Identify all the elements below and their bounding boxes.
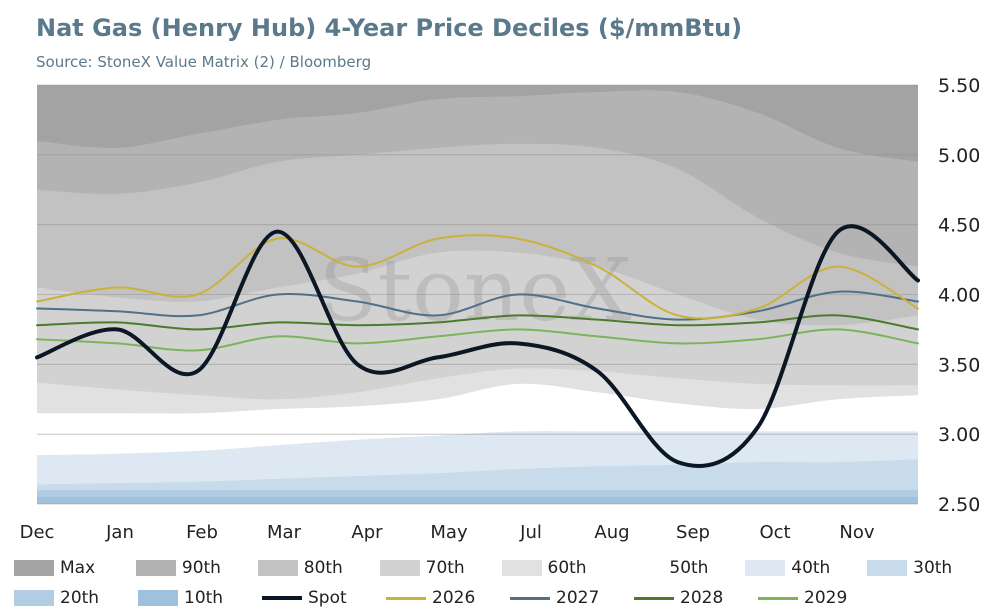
legend-color-swatch <box>501 560 542 576</box>
legend-row-1: Max 90th 80th 70th 60th 50th 40th 30th <box>14 553 989 583</box>
legend-color-swatch <box>379 560 420 576</box>
legend-label: 70th <box>425 558 465 578</box>
legend-label: 2026 <box>432 588 476 608</box>
chart-subtitle: Source: StoneX Value Matrix (2) / Bloomb… <box>36 53 372 71</box>
legend-label: 50th <box>669 558 709 578</box>
x-tick-label: Mar <box>267 522 302 543</box>
legend-item-30th: 30th <box>867 558 989 578</box>
x-tick-label: Aug <box>594 522 629 543</box>
legend-item-2029: 2029 <box>758 588 882 608</box>
decile-bands <box>37 85 918 505</box>
series-line-2028 <box>36 314 919 331</box>
x-tick-label: Jan <box>105 522 134 543</box>
legend-label: 40th <box>791 558 831 578</box>
legend-item-spot: Spot <box>262 588 386 608</box>
legend-line-swatch <box>634 596 674 600</box>
legend-color-swatch <box>135 560 176 576</box>
y-axis: 5.50 5.00 4.50 4.00 3.50 3.00 2.50 <box>938 75 980 516</box>
chart-legend: Max 90th 80th 70th 60th 50th 40th 30th 20th 10th… <box>14 553 989 613</box>
y-tick-label: 4.00 <box>938 285 980 307</box>
legend-item-50th: 50th <box>623 558 745 578</box>
legend-color-swatch <box>138 590 178 606</box>
x-tick-label: Dec <box>20 522 55 543</box>
legend-label: 30th <box>913 558 953 578</box>
series-lines <box>35 224 920 468</box>
chart-plot-area: StoneX 5.505.004.504.003.503.002.50 Dec J… <box>20 75 981 543</box>
x-tick-label: Nov <box>839 522 874 543</box>
legend-color-swatch <box>14 560 54 576</box>
x-tick-label: Apr <box>351 522 383 543</box>
legend-row-2: 20th 10th Spot 2026 2027 2028 2029 <box>14 583 989 613</box>
legend-color-swatch <box>14 590 54 606</box>
legend-label: 20th <box>60 588 100 608</box>
x-axis: Dec Jan Feb Mar Apr May Jul Aug Sep Oct Nov <box>20 522 875 543</box>
y-tick-label: 2.50 <box>938 494 980 516</box>
legend-color-swatch <box>745 560 786 576</box>
legend-label: 2027 <box>556 588 600 608</box>
series-line-2027 <box>36 290 919 321</box>
legend-item-max: Max <box>14 558 136 578</box>
series-line-2029 <box>36 328 919 352</box>
legend-label: 80th <box>303 558 343 578</box>
y-tick-label: 5.00 <box>938 145 980 167</box>
legend-label: Spot <box>308 588 347 608</box>
legend-line-swatch <box>386 596 426 600</box>
y-tick-label: 3.50 <box>938 354 980 376</box>
legend-item-60th: 60th <box>501 558 624 578</box>
legend-line-swatch <box>510 596 550 600</box>
legend-label: 60th <box>547 558 587 578</box>
legend-item-10th: 10th <box>138 588 262 608</box>
legend-item-70th: 70th <box>379 558 502 578</box>
legend-item-2028: 2028 <box>634 588 758 608</box>
legend-item-2027: 2027 <box>510 588 634 608</box>
y-tick-label: 4.50 <box>938 215 980 237</box>
legend-label: 10th <box>184 588 224 608</box>
legend-line-swatch <box>262 596 302 600</box>
legend-label: 2028 <box>680 588 724 608</box>
legend-item-40th: 40th <box>745 558 867 578</box>
legend-color-swatch <box>623 560 664 576</box>
legend-item-20th: 20th <box>14 588 138 608</box>
legend-color-swatch <box>867 560 908 576</box>
series-line-spot <box>35 224 920 468</box>
chart-title: Nat Gas (Henry Hub) 4-Year Price Deciles… <box>36 14 743 42</box>
legend-line-swatch <box>758 596 798 600</box>
x-tick-label: Oct <box>759 522 790 543</box>
series-line-2026 <box>36 234 919 320</box>
x-tick-label: May <box>430 522 468 543</box>
y-tick-label: 5.50 <box>938 75 980 97</box>
x-tick-label: Feb <box>186 522 218 543</box>
band-10th <box>37 497 918 504</box>
legend-label: 90th <box>181 558 221 578</box>
legend-label: Max <box>60 558 96 578</box>
legend-item-90th: 90th <box>135 558 258 578</box>
x-tick-label: Sep <box>676 522 710 543</box>
legend-item-80th: 80th <box>257 558 380 578</box>
legend-item-2026: 2026 <box>386 588 510 608</box>
legend-label: 2029 <box>804 588 848 608</box>
y-tick-label: 3.00 <box>938 424 980 446</box>
x-tick-label: Jul <box>519 522 542 543</box>
legend-color-swatch <box>257 560 298 576</box>
gridlines <box>37 84 918 505</box>
